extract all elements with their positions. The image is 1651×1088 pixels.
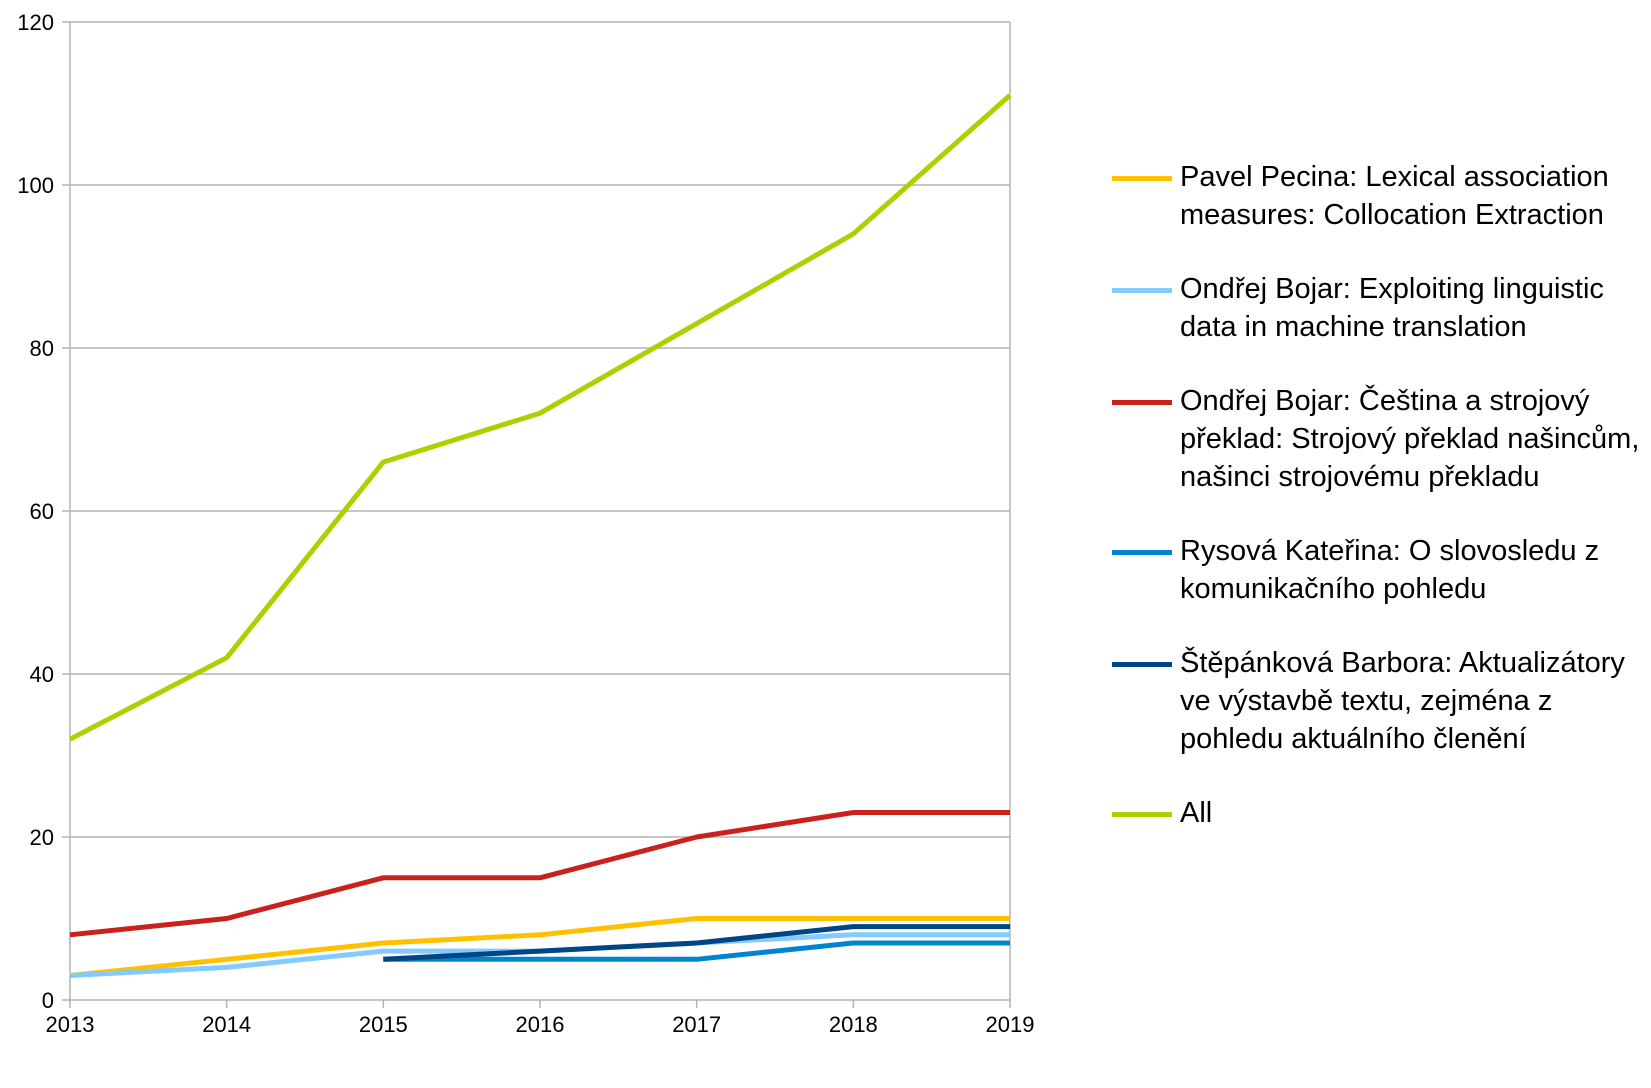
legend-label: Ondřej Bojar: Čeština a strojový překlad… bbox=[1180, 385, 1640, 493]
legend-item: Rysová Kateřina: O slovosledu z komunika… bbox=[1112, 532, 1647, 608]
x-tick-label: 2018 bbox=[829, 1012, 878, 1037]
y-tick-label: 0 bbox=[42, 988, 54, 1013]
series-line-4 bbox=[383, 924, 1010, 962]
legend: Pavel Pecina: Lexical association measur… bbox=[1112, 158, 1647, 868]
x-tick-label: 2015 bbox=[359, 1012, 408, 1037]
y-tick-label: 120 bbox=[17, 10, 54, 35]
x-tick-label: 2013 bbox=[46, 1012, 95, 1037]
x-tick-label: 2016 bbox=[516, 1012, 565, 1037]
legend-item: All bbox=[1112, 794, 1647, 832]
legend-swatch bbox=[1112, 662, 1172, 667]
x-tick-label: 2014 bbox=[202, 1012, 251, 1037]
legend-label: All bbox=[1180, 797, 1213, 829]
legend-swatch bbox=[1112, 550, 1172, 555]
series-line-5 bbox=[68, 93, 1012, 742]
legend-item: Pavel Pecina: Lexical association measur… bbox=[1112, 158, 1647, 234]
x-tick-label: 2017 bbox=[672, 1012, 721, 1037]
series-lines bbox=[68, 93, 1012, 978]
legend-swatch bbox=[1112, 288, 1172, 293]
series-line-0 bbox=[69, 916, 1010, 978]
legend-label: Pavel Pecina: Lexical association measur… bbox=[1180, 161, 1609, 231]
legend-item: Ondřej Bojar: Čeština a strojový překlad… bbox=[1112, 382, 1647, 496]
line-chart: 0 20 40 60 80 100 120 2013 2014 2015 2016 2017 2018… bbox=[17, 10, 1035, 1037]
legend-label: Ondřej Bojar: Exploiting linguistic data… bbox=[1180, 273, 1604, 343]
legend-label: Rysová Kateřina: O slovosledu z komunika… bbox=[1180, 535, 1600, 605]
series-line-3 bbox=[383, 940, 1010, 962]
y-tick-label: 20 bbox=[30, 825, 54, 850]
y-tick-label: 60 bbox=[30, 499, 54, 524]
legend-item: Štěpánková Barbora: Aktualizátory ve výs… bbox=[1112, 644, 1647, 758]
legend-label: Štěpánková Barbora: Aktualizátory ve výs… bbox=[1180, 647, 1625, 755]
legend-swatch bbox=[1112, 176, 1172, 181]
series-line-2 bbox=[69, 810, 1010, 938]
gridlines bbox=[70, 21, 1010, 1001]
y-tick-label: 100 bbox=[17, 173, 54, 198]
y-axis-ticks: 0 20 40 60 80 100 120 bbox=[17, 10, 70, 1013]
legend-swatch bbox=[1112, 812, 1172, 817]
x-tick-label: 2019 bbox=[986, 1012, 1035, 1037]
x-axis-ticks: 2013 2014 2015 2016 2017 2018 2019 bbox=[46, 1000, 1035, 1037]
y-tick-label: 80 bbox=[30, 336, 54, 361]
y-tick-label: 40 bbox=[30, 662, 54, 687]
legend-swatch bbox=[1112, 400, 1172, 405]
legend-item: Ondřej Bojar: Exploiting linguistic data… bbox=[1112, 270, 1647, 346]
